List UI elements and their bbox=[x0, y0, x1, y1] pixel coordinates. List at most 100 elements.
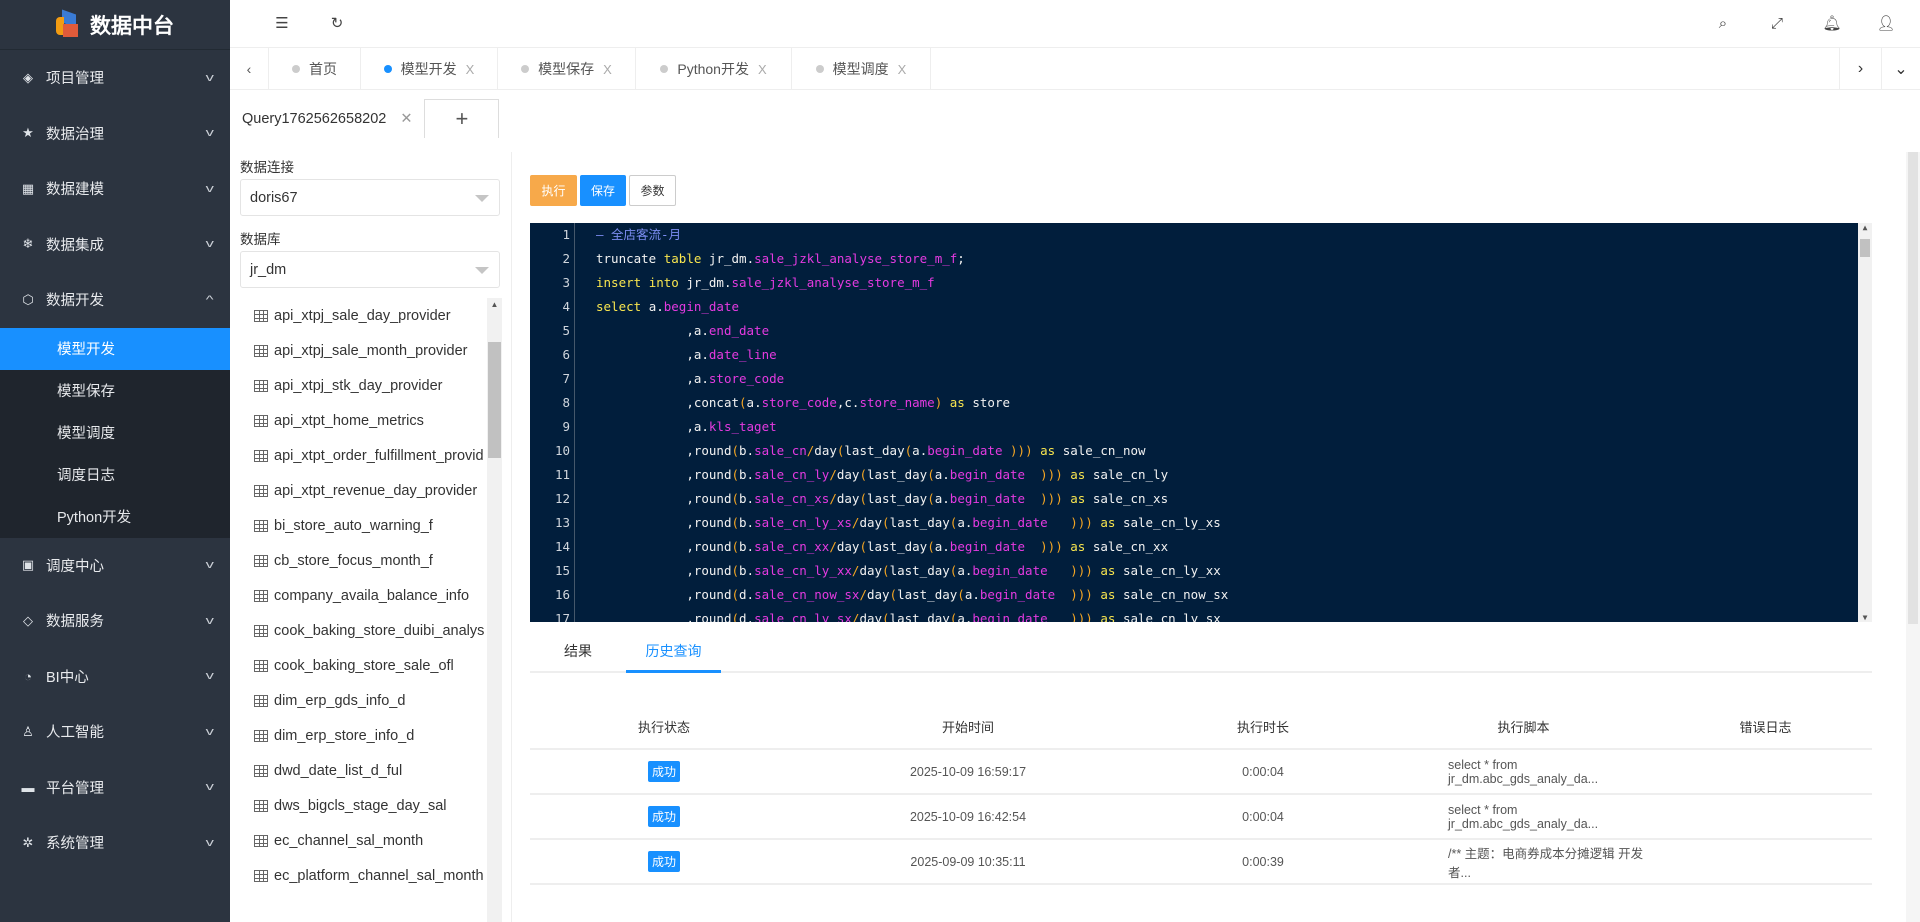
save-button[interactable]: 保存 bbox=[580, 175, 626, 206]
tab-label: 模型保存 bbox=[538, 61, 595, 77]
refresh-icon[interactable]: ↻ bbox=[330, 15, 344, 32]
code-text: ,a.date_line bbox=[686, 347, 777, 362]
sidebar-subitem[interactable]: 模型保存 bbox=[57, 384, 115, 400]
database-select[interactable]: jr_dm bbox=[240, 251, 500, 288]
sidebar-item[interactable]: ▬ 平台管理 v bbox=[0, 760, 230, 816]
page-tab[interactable]: 模型调度 X bbox=[792, 48, 931, 90]
table-list-item[interactable]: company_availa_balance_info bbox=[240, 578, 484, 613]
run-button[interactable]: 执行 bbox=[530, 175, 577, 206]
sidebar-item[interactable]: ◈ 项目管理 v bbox=[0, 50, 230, 106]
table-list-item[interactable]: dws_bigcls_stage_day_sal bbox=[240, 788, 484, 823]
tabs-prev-button[interactable]: ‹ bbox=[230, 48, 269, 90]
table-list-item[interactable]: cook_baking_store_duibi_analyst bbox=[240, 613, 484, 648]
table-name: bi_store_auto_warning_f bbox=[274, 517, 433, 534]
code-line: 7 ,a.store_code bbox=[530, 367, 1850, 391]
page-tab[interactable]: 模型开发 X bbox=[361, 48, 498, 90]
page-tab[interactable]: 模型保存 X bbox=[498, 48, 636, 90]
sidebar-item[interactable]: ▣ 调度中心 v bbox=[0, 538, 230, 594]
sidebar-item[interactable]: ★ 数据治理 v bbox=[0, 106, 230, 162]
table-list-scrollbar[interactable]: ▲ bbox=[487, 298, 502, 922]
table-name: api_xtpj_sale_day_provider bbox=[274, 307, 451, 324]
table-name: company_availa_balance_info bbox=[274, 587, 470, 604]
close-icon[interactable]: X bbox=[603, 61, 612, 77]
close-icon[interactable]: ✕ bbox=[400, 110, 413, 127]
duration-cell: 0:00:04 bbox=[1242, 764, 1284, 779]
tab-results[interactable]: 结果 bbox=[564, 643, 592, 659]
table-list-item[interactable]: api_xtpt_order_fulfillment_provider bbox=[240, 438, 484, 473]
image-icon: ▣ bbox=[21, 557, 35, 573]
code-text: ,round(b.sale_cn_ly_xs/day(last_day(a.be… bbox=[686, 515, 1221, 530]
table-icon bbox=[254, 519, 268, 532]
sidebar-item[interactable]: ⬡ 数据开发 ^ bbox=[0, 272, 230, 328]
table-name: dwd_date_list_d_ful bbox=[274, 762, 403, 779]
sidebar-item[interactable]: ◔ BI中心 v bbox=[0, 649, 230, 705]
table-list-item[interactable]: api_xtpj_sale_day_provider bbox=[240, 298, 484, 333]
table-list-item[interactable]: api_xtpj_sale_month_provider bbox=[240, 333, 484, 368]
collapse-menu-icon[interactable]: ☰ bbox=[275, 15, 289, 32]
sidebar-item-label: 数据建模 bbox=[46, 182, 104, 199]
sql-editor[interactable]: 1 — 全店客流-月 2 truncate table jr_dm.sale_jzkl… bbox=[530, 223, 1872, 622]
table-list-item[interactable]: dim_erp_store_info_d bbox=[240, 718, 484, 753]
history-row[interactable]: 成功 2025-10-09 16:59:17 0:00:04 select * fro… bbox=[530, 750, 1872, 795]
tab-label: 模型调度 bbox=[832, 61, 889, 77]
snowflake-icon: ❄ bbox=[22, 236, 34, 252]
scroll-down-icon[interactable]: ▼ bbox=[1862, 613, 1868, 622]
table-name: api_xtpt_home_metrics bbox=[274, 412, 424, 429]
line-gutter bbox=[530, 223, 575, 622]
history-row[interactable]: 成功 2025-10-09 16:42:54 0:00:04 select * fro… bbox=[530, 795, 1872, 840]
close-icon[interactable]: X bbox=[757, 61, 767, 77]
tabs-dropdown-button[interactable]: ⌄ bbox=[1881, 48, 1920, 90]
monitor-icon: ▬ bbox=[21, 779, 35, 795]
code-text: ,a.end_date bbox=[686, 323, 770, 338]
close-icon[interactable]: X bbox=[897, 61, 907, 77]
sidebar-subitem[interactable]: 模型调度 bbox=[57, 426, 115, 442]
table-list-item[interactable]: api_xtpj_stk_day_provider bbox=[240, 368, 484, 403]
sidebar-subitem[interactable]: 模型开发 bbox=[0, 327, 230, 370]
page-tab[interactable]: 首页 bbox=[269, 48, 361, 90]
sidebar-subitem[interactable]: Python开发 bbox=[57, 510, 132, 526]
fullscreen-icon[interactable]: ⤢ bbox=[1770, 15, 1783, 32]
connection-select[interactable]: doris67 bbox=[240, 179, 500, 216]
page-scrollbar[interactable] bbox=[1906, 152, 1920, 922]
history-row[interactable]: 成功 2025-09-09 10:35:11 0:00:39 /** 主题：电商券成本… bbox=[530, 840, 1872, 885]
add-query-button[interactable]: + bbox=[424, 99, 500, 138]
table-list-item[interactable]: api_xtpt_revenue_day_provider bbox=[240, 473, 484, 508]
code-line: 5 ,a.end_date bbox=[530, 319, 1850, 343]
table-list-item[interactable]: cb_store_focus_month_f bbox=[240, 543, 484, 578]
tab-history[interactable]: 历史查询 bbox=[626, 632, 721, 673]
tabs-next-button[interactable]: › bbox=[1839, 48, 1881, 90]
table-list-item[interactable]: dwd_date_list_d_ful bbox=[240, 753, 484, 788]
duration-cell: 0:00:39 bbox=[1242, 854, 1284, 869]
tab-label: Python开发 bbox=[677, 61, 749, 77]
table-list-item[interactable]: bi_store_auto_warning_f bbox=[240, 508, 484, 543]
sidebar-item[interactable]: ◇ 数据服务 v bbox=[0, 593, 230, 649]
table-list-item[interactable]: ec_channel_sal_month bbox=[240, 823, 484, 858]
sidebar-item[interactable]: ✲ 系统管理 v bbox=[0, 815, 230, 871]
sidebar-item[interactable]: ▦ 数据建模 v bbox=[0, 161, 230, 217]
sidebar-item-label: 数据开发 bbox=[46, 293, 104, 310]
user-icon[interactable]: 👤︎ bbox=[1876, 15, 1896, 32]
diamond-icon: ◇ bbox=[23, 612, 33, 628]
params-button[interactable]: 参数 bbox=[629, 175, 676, 206]
scroll-up-icon[interactable]: ▲ bbox=[490, 300, 499, 309]
bell-icon[interactable]: 🔔︎ bbox=[1822, 15, 1842, 32]
status-badge: 成功 bbox=[647, 761, 680, 782]
scroll-thumb[interactable] bbox=[1860, 239, 1870, 257]
sidebar-item[interactable]: ♙ 人工智能 v bbox=[0, 704, 230, 760]
code-text: insert into jr_dm.sale_jzkl_analyse_stor… bbox=[596, 275, 935, 290]
table-list-item[interactable]: ec_platform_channel_sal_month bbox=[240, 858, 484, 893]
scroll-up-icon[interactable]: ▲ bbox=[1862, 223, 1868, 232]
search-icon[interactable]: ⌕ bbox=[1718, 15, 1728, 32]
page-tab[interactable]: Python开发 X bbox=[636, 48, 792, 90]
query-tab[interactable]: Query1762562658202 ✕ bbox=[230, 99, 424, 138]
sidebar-subitem[interactable]: 调度日志 bbox=[57, 468, 115, 484]
table-list-item[interactable]: api_xtpt_home_metrics bbox=[240, 403, 484, 438]
sidebar-item[interactable]: ❄ 数据集成 v bbox=[0, 217, 230, 273]
scroll-thumb[interactable] bbox=[488, 342, 501, 458]
code-line: 14 ,round(b.sale_cn_xx/day(last_day(a.be… bbox=[530, 535, 1850, 559]
code-line: 16 ,round(d.sale_cn_now_sx/day(last_day(… bbox=[530, 583, 1850, 607]
close-icon[interactable]: X bbox=[465, 61, 475, 77]
editor-scrollbar[interactable]: ▲ ▼ bbox=[1858, 223, 1872, 622]
table-list-item[interactable]: dim_erp_gds_info_d bbox=[240, 683, 484, 718]
table-list-item[interactable]: cook_baking_store_sale_ofl bbox=[240, 648, 484, 683]
